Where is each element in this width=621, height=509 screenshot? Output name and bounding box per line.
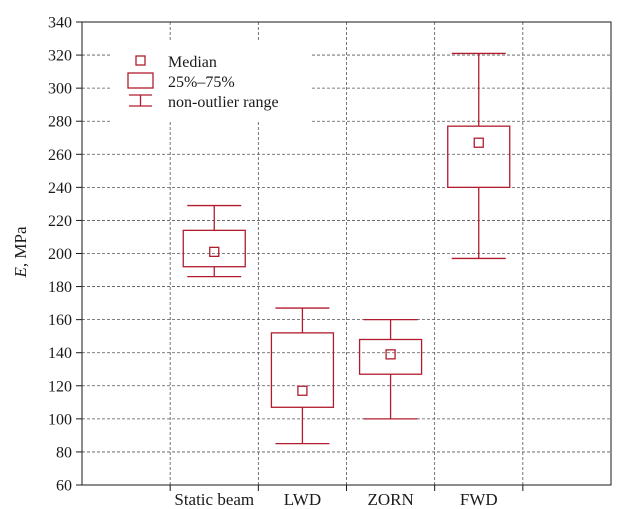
median-marker bbox=[385, 349, 396, 360]
y-tick-label: 100 bbox=[48, 411, 72, 428]
y-tick-label: 180 bbox=[48, 279, 72, 296]
legend: Median 25%–75% non-outlier range bbox=[127, 54, 279, 111]
y-tick-label: 220 bbox=[48, 213, 72, 230]
iqr-box bbox=[358, 338, 423, 375]
y-tick-label: 60 bbox=[56, 478, 72, 495]
x-tick-label: ZORN bbox=[367, 490, 413, 509]
x-tick-label: LWD bbox=[284, 490, 321, 509]
iqr-box bbox=[182, 229, 246, 268]
legend-whisker-label: non-outlier range bbox=[168, 94, 279, 111]
legend-box-marker bbox=[127, 72, 154, 89]
boxes bbox=[182, 52, 511, 445]
y-tick-label: 80 bbox=[56, 444, 72, 461]
y-tick-label: 160 bbox=[48, 312, 72, 329]
box-fwd bbox=[447, 52, 511, 260]
y-tick-label: 300 bbox=[48, 81, 72, 98]
y-tick-label: 340 bbox=[48, 15, 72, 32]
legend-median-label: Median bbox=[168, 54, 217, 71]
y-axis: 60 80 100 120 140 160 180 200 220 240 260 280 300 320… bbox=[48, 15, 82, 495]
median-marker bbox=[209, 246, 220, 257]
legend-whisker-marker bbox=[129, 94, 152, 107]
iqr-box bbox=[270, 332, 335, 408]
y-tick-label: 240 bbox=[48, 180, 72, 197]
y-tick-label: 320 bbox=[48, 48, 72, 65]
box-zorn bbox=[358, 318, 423, 420]
y-tick-label: 120 bbox=[48, 378, 72, 395]
legend-area bbox=[112, 42, 312, 122]
box-lwd bbox=[270, 307, 335, 445]
legend-background bbox=[112, 42, 312, 122]
median-marker bbox=[473, 137, 484, 148]
x-tick-label: FWD bbox=[460, 490, 498, 509]
y-tick-label: 260 bbox=[48, 147, 72, 164]
median-marker bbox=[297, 385, 308, 396]
x-axis: Static beam LWD ZORN FWD bbox=[169, 485, 524, 509]
box-static-beam bbox=[182, 204, 246, 278]
y-tick-label: 200 bbox=[48, 246, 72, 263]
iqr-box bbox=[447, 125, 511, 189]
legend-median-marker bbox=[135, 55, 146, 66]
y-tick-label: 280 bbox=[48, 114, 72, 131]
x-tick-label: Static beam bbox=[174, 490, 254, 509]
y-tick-label: 140 bbox=[48, 345, 72, 362]
y-axis-label: E, MPa bbox=[11, 226, 30, 278]
legend-box-label: 25%–75% bbox=[168, 74, 235, 91]
